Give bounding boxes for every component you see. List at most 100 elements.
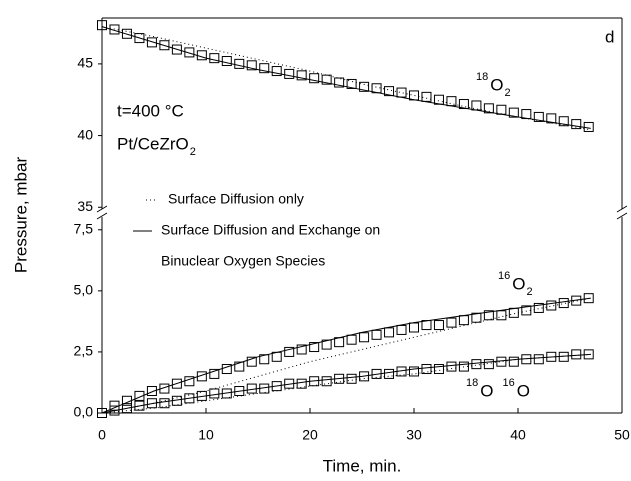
data-point — [471, 359, 482, 370]
frame — [96, 17, 628, 414]
data-point — [134, 33, 145, 44]
data-point — [209, 53, 220, 64]
model-line — [101, 26, 591, 129]
series-label-sub: 2 — [504, 87, 510, 99]
data-point — [296, 70, 307, 81]
annotation: t=400 °C — [117, 101, 184, 120]
data-point — [384, 327, 395, 338]
data-point — [346, 373, 357, 384]
data-point — [571, 119, 582, 130]
data-point — [296, 344, 307, 355]
data-point — [446, 361, 457, 372]
y-tick-label: 40 — [77, 126, 93, 142]
data-point — [234, 58, 245, 69]
data-point — [321, 339, 332, 350]
data-point — [421, 320, 432, 331]
data-point — [458, 99, 469, 110]
x-tick-label: 50 — [614, 427, 630, 443]
data-point — [421, 91, 432, 102]
data-point — [446, 96, 457, 107]
series-label-sup: 16 — [498, 270, 510, 282]
legend-label: Surface Diffusion and Exchange on — [161, 222, 380, 238]
annotation: Pt/CeZrO — [117, 134, 189, 153]
data-point — [496, 104, 507, 115]
data-point — [146, 37, 157, 48]
series-label-sub: 2 — [526, 286, 532, 298]
data-point — [396, 87, 407, 98]
x-tick-label: 10 — [198, 427, 214, 443]
data-point — [546, 113, 557, 124]
data-point — [421, 364, 432, 375]
data-point — [246, 356, 257, 367]
data-point — [384, 368, 395, 379]
data-point — [284, 346, 295, 357]
y-tick-label: 7,5 — [74, 220, 94, 236]
data-point — [359, 81, 370, 92]
series-label: O — [517, 381, 530, 400]
data-point — [471, 312, 482, 323]
data-point — [433, 364, 444, 375]
data-point — [409, 366, 419, 377]
x-tick-label: 40 — [510, 427, 526, 443]
data-point — [284, 68, 295, 79]
series-label-sup: 18 — [476, 71, 488, 83]
data-point — [384, 86, 395, 97]
y-axis-label: Pressure, mbar — [11, 157, 30, 274]
data-point — [483, 359, 494, 370]
data-point — [483, 310, 494, 321]
data-point — [458, 361, 469, 372]
data-point — [159, 40, 170, 51]
data-point — [521, 109, 532, 120]
legend-label: Binuclear Oxygen Species — [161, 253, 325, 269]
annotation-sub: 2 — [190, 146, 196, 158]
data-point — [359, 332, 370, 343]
model-line — [101, 297, 591, 414]
model-line — [101, 353, 591, 414]
data-point — [483, 103, 494, 114]
data-point — [533, 354, 544, 365]
data-point — [496, 356, 507, 367]
data-point — [458, 315, 469, 326]
data-point — [121, 28, 132, 39]
y-tick-label: 35 — [77, 198, 93, 214]
data-point — [346, 334, 357, 345]
data-point — [533, 302, 544, 313]
model-line — [101, 353, 591, 414]
series-label: O — [490, 75, 503, 94]
data-point — [546, 300, 557, 311]
data-point — [209, 388, 220, 399]
data-point — [508, 307, 519, 318]
data-point — [309, 73, 320, 84]
x-tick-label: 0 — [98, 427, 106, 443]
data-point — [558, 298, 569, 309]
data-point — [121, 403, 132, 414]
data-point — [334, 77, 345, 88]
data-point — [171, 44, 182, 55]
data-point — [159, 398, 170, 409]
data-point — [146, 386, 157, 397]
data-point — [296, 378, 307, 389]
x-axis-label: Time, min. — [323, 456, 402, 475]
data-point — [221, 56, 232, 67]
data-point — [521, 305, 532, 316]
data-point — [371, 329, 382, 340]
y-tick-label: 45 — [77, 55, 93, 71]
data-point — [446, 317, 457, 328]
data-point — [246, 60, 257, 71]
series-label: O — [512, 274, 525, 293]
data-point — [171, 378, 182, 389]
data-point — [309, 342, 320, 353]
data-point — [571, 349, 582, 360]
data-point — [234, 361, 245, 372]
data-point — [583, 121, 594, 132]
data-point — [209, 368, 220, 379]
data-point — [259, 354, 270, 365]
data-point — [558, 116, 569, 127]
data-point — [583, 293, 594, 304]
data-point — [134, 390, 145, 401]
data-point — [321, 376, 332, 387]
annotation: d — [605, 27, 614, 46]
legend-label: Surface Diffusion only — [168, 191, 304, 207]
data-point — [271, 66, 282, 77]
